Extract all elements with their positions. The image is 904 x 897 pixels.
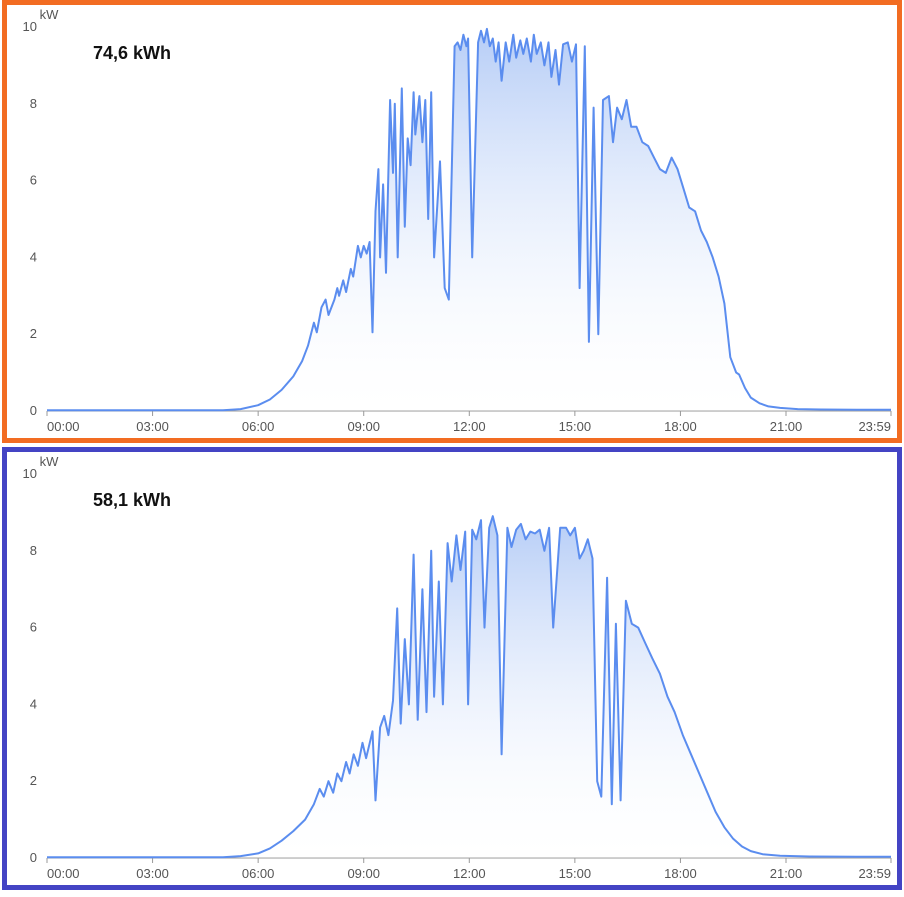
chart-bottom-svg: 0 2 4 6 8 10 00:00 03:00 06:00 09:00 12:00 15:00 18:… bbox=[7, 452, 897, 885]
y-tick-label: 6 bbox=[30, 620, 37, 635]
y-tick-label: 2 bbox=[30, 326, 37, 341]
x-tick-label: 06:00 bbox=[242, 419, 275, 434]
x-tick-label: 03:00 bbox=[136, 866, 169, 881]
x-tick-label: 12:00 bbox=[453, 419, 486, 434]
x-tick-label: 18:00 bbox=[664, 419, 697, 434]
x-tick-label: 23:59 bbox=[858, 419, 891, 434]
y-tick-label: 4 bbox=[30, 249, 37, 264]
y-unit-label: kW bbox=[40, 7, 60, 22]
x-tick-label: 21:00 bbox=[770, 866, 803, 881]
x-tick-label: 06:00 bbox=[242, 866, 275, 881]
kwh-total-label: 74,6 kWh bbox=[93, 43, 171, 64]
x-tick-label: 23:59 bbox=[858, 866, 891, 881]
x-tick-label: 12:00 bbox=[453, 866, 486, 881]
y-tick-label: 6 bbox=[30, 173, 37, 188]
x-tick-label: 00:00 bbox=[47, 866, 80, 881]
x-tick-label: 09:00 bbox=[347, 419, 380, 434]
x-tick-label: 15:00 bbox=[559, 866, 592, 881]
y-tick-label: 8 bbox=[30, 96, 37, 111]
y-tick-label: 4 bbox=[30, 696, 37, 711]
chart-top-svg: 0 2 4 6 8 10 00:00 03:00 06:00 09:00 12:00 15:00 18:… bbox=[7, 5, 897, 438]
y-tick-label: 2 bbox=[30, 773, 37, 788]
x-tick-label: 09:00 bbox=[347, 866, 380, 881]
y-tick-label: 0 bbox=[30, 850, 37, 865]
y-tick-label: 10 bbox=[23, 19, 37, 34]
y-tick-label: 10 bbox=[23, 466, 37, 481]
y-tick-label: 0 bbox=[30, 403, 37, 418]
x-tick-label: 15:00 bbox=[559, 419, 592, 434]
y-tick-label: 8 bbox=[30, 543, 37, 558]
x-tick-label: 00:00 bbox=[47, 419, 80, 434]
x-tick-label: 03:00 bbox=[136, 419, 169, 434]
kwh-total-label: 58,1 kWh bbox=[93, 490, 171, 511]
chart-top-panel: 0 2 4 6 8 10 00:00 03:00 06:00 09:00 12:00 15:00 18:… bbox=[2, 0, 902, 443]
x-tick-label: 21:00 bbox=[770, 419, 803, 434]
x-tick-label: 18:00 bbox=[664, 866, 697, 881]
y-unit-label: kW bbox=[40, 454, 60, 469]
chart-bottom-panel: 0 2 4 6 8 10 00:00 03:00 06:00 09:00 12:00 15:00 18:… bbox=[2, 447, 902, 890]
